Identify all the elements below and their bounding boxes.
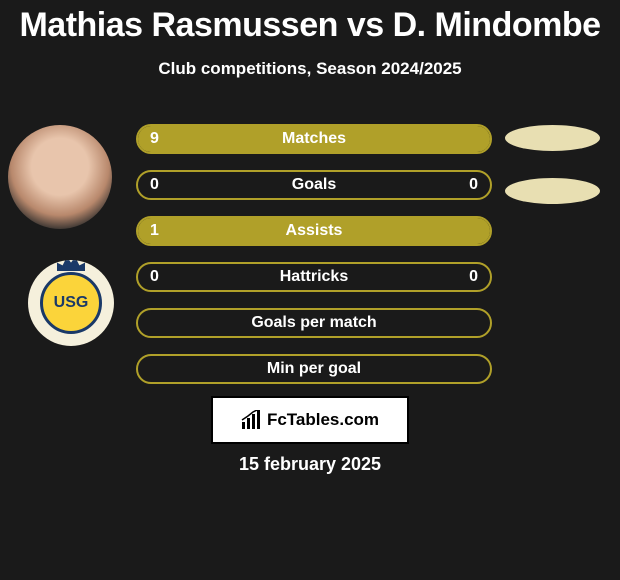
- crest-badge: USG: [40, 272, 102, 334]
- bar-label: Matches: [282, 130, 346, 148]
- bar-value-right: 0: [469, 176, 478, 194]
- date-label: 15 february 2025: [239, 454, 381, 475]
- crest-wrapper: USG: [28, 260, 114, 346]
- chart-icon: [241, 410, 261, 430]
- page-title: Mathias Rasmussen vs D. Mindombe: [0, 0, 620, 45]
- bar-label: Goals per match: [251, 314, 376, 332]
- stat-bar-min-per-goal: Min per goal: [136, 354, 492, 384]
- player-1-club-crest: USG: [28, 260, 114, 346]
- player-1-avatar: [8, 125, 112, 229]
- stat-bar-goals-per-match: Goals per match: [136, 308, 492, 338]
- stat-bar-hattricks: 0 0 Hattricks: [136, 262, 492, 292]
- stat-bar-matches: 9 Matches: [136, 124, 492, 154]
- crest-crown-icon: [57, 260, 85, 271]
- bar-label: Goals: [292, 176, 336, 194]
- stat-bars-container: 9 Matches 0 0 Goals 1 Assists 0 0 Hattricks Goals …: [136, 124, 492, 400]
- bar-value-left: 0: [150, 268, 159, 286]
- stat-bar-assists: 1 Assists: [136, 216, 492, 246]
- bar-value-left: 0: [150, 176, 159, 194]
- player-2-avatar-placeholder: [505, 125, 600, 151]
- watermark: FcTables.com: [211, 396, 409, 444]
- player-2-club-placeholder: [505, 178, 600, 204]
- bar-label: Assists: [286, 222, 343, 240]
- crest-text: USG: [54, 294, 89, 312]
- avatar-face: [8, 125, 112, 229]
- bar-label: Hattricks: [280, 268, 348, 286]
- stat-bar-goals: 0 0 Goals: [136, 170, 492, 200]
- watermark-text: FcTables.com: [267, 410, 379, 430]
- bar-label: Min per goal: [267, 360, 361, 378]
- page-subtitle: Club competitions, Season 2024/2025: [0, 59, 620, 79]
- bar-value-left: 9: [150, 130, 159, 148]
- bar-value-left: 1: [150, 222, 159, 240]
- bar-value-right: 0: [469, 268, 478, 286]
